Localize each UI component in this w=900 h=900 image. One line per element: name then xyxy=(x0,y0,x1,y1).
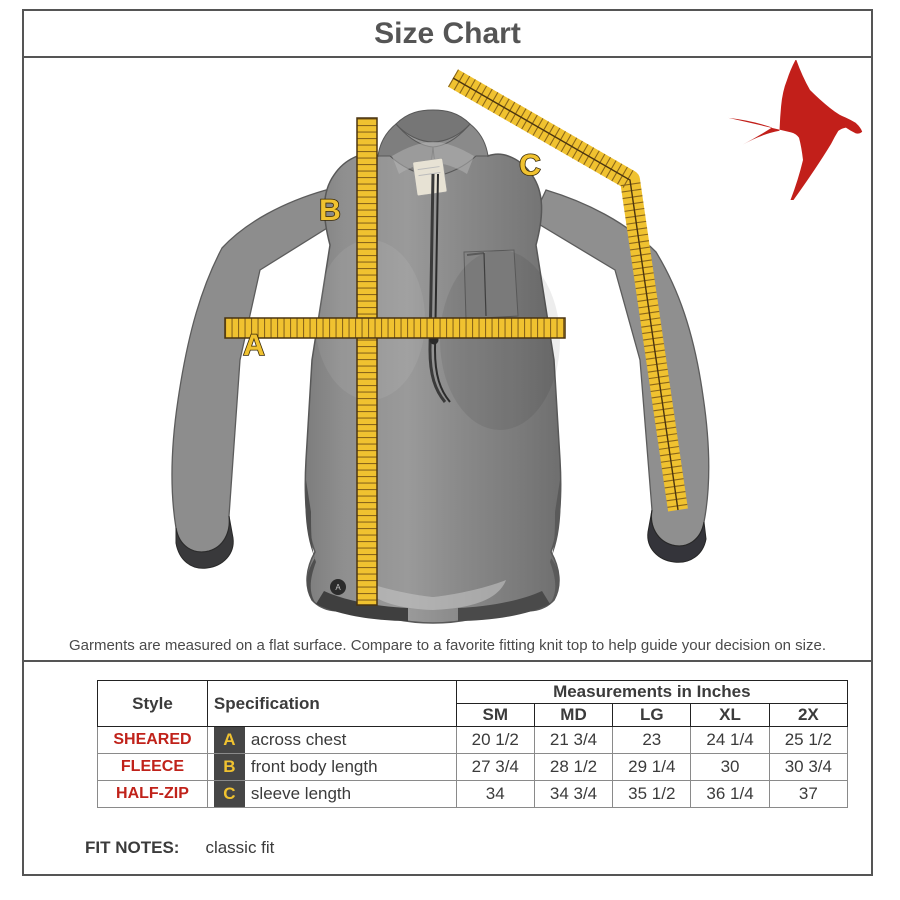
svg-text:A: A xyxy=(335,583,341,592)
svg-text:C: C xyxy=(519,149,541,182)
svg-text:B: B xyxy=(319,194,341,227)
svg-text:A: A xyxy=(243,329,265,362)
